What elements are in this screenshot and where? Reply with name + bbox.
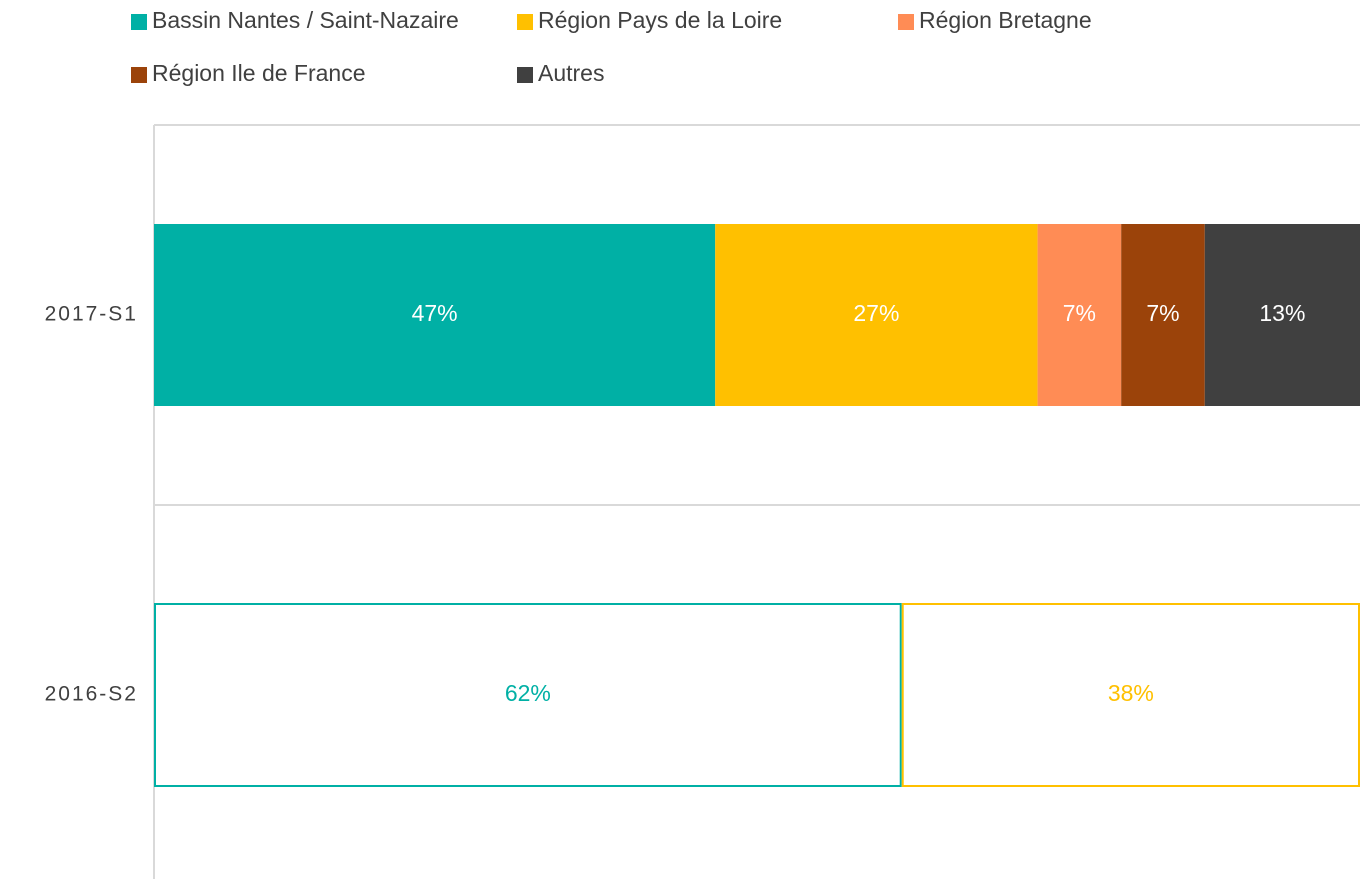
bar-segment <box>1204 224 1360 406</box>
bar-segment <box>1037 224 1122 406</box>
legend-swatch <box>517 67 533 83</box>
data-label: 27% <box>853 300 899 326</box>
legend-label: Bassin Nantes / Saint-Nazaire <box>152 7 459 33</box>
legend-label: Autres <box>538 60 604 86</box>
legend-swatch <box>517 14 533 30</box>
bar-segment <box>901 603 1360 787</box>
category-label: 2016-S2 <box>45 683 138 706</box>
bar-segment <box>1121 224 1205 406</box>
data-label: 38% <box>1108 680 1154 706</box>
legend-swatch <box>131 14 147 30</box>
bar-segment <box>715 224 1038 406</box>
data-label: 62% <box>505 680 551 706</box>
data-label: 13% <box>1259 300 1305 326</box>
category-label: 2017-S1 <box>45 303 138 326</box>
data-label: 47% <box>412 300 458 326</box>
bar-segment <box>154 603 902 787</box>
legend-swatch <box>131 67 147 83</box>
legend-label: Région Pays de la Loire <box>538 7 782 33</box>
data-label: 7% <box>1063 300 1096 326</box>
legend-label: Région Bretagne <box>919 7 1092 33</box>
legend-swatch <box>898 14 914 30</box>
legend-label: Région Ile de France <box>152 60 366 86</box>
data-label: 7% <box>1146 300 1179 326</box>
bar-segment <box>154 224 716 406</box>
